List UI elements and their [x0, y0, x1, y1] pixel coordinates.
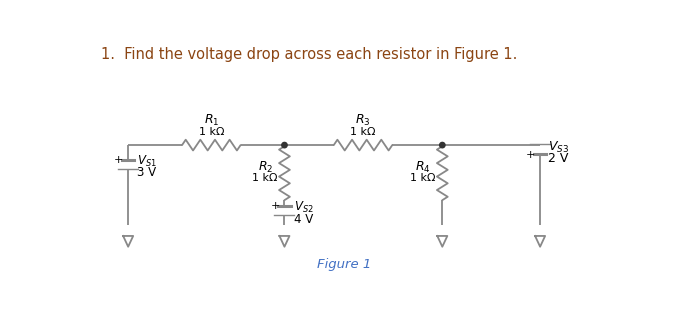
Text: +: +: [114, 155, 124, 165]
Text: +: +: [526, 150, 536, 160]
Text: 3 V: 3 V: [137, 166, 157, 179]
Text: 2 V: 2 V: [548, 152, 568, 165]
Text: $V_{S1}$: $V_{S1}$: [137, 154, 157, 169]
Text: $V_{S2}$: $V_{S2}$: [293, 200, 314, 215]
Text: $R_2$: $R_2$: [258, 159, 273, 175]
Text: 1 kΩ: 1 kΩ: [411, 173, 436, 183]
Text: 1 kΩ: 1 kΩ: [252, 173, 278, 183]
Circle shape: [439, 143, 445, 148]
Text: $V_{S3}$: $V_{S3}$: [548, 140, 569, 155]
Text: 1.  Find the voltage drop across each resistor in Figure 1.: 1. Find the voltage drop across each res…: [101, 47, 518, 62]
Text: $R_4$: $R_4$: [415, 159, 431, 175]
Text: Figure 1: Figure 1: [316, 258, 371, 271]
Circle shape: [282, 143, 287, 148]
Text: $R_1$: $R_1$: [204, 113, 219, 128]
Text: 1 kΩ: 1 kΩ: [199, 127, 224, 137]
Text: 4 V: 4 V: [293, 213, 313, 225]
Text: $R_3$: $R_3$: [355, 113, 371, 128]
Text: +: +: [271, 201, 280, 211]
Text: 1 kΩ: 1 kΩ: [350, 127, 376, 137]
